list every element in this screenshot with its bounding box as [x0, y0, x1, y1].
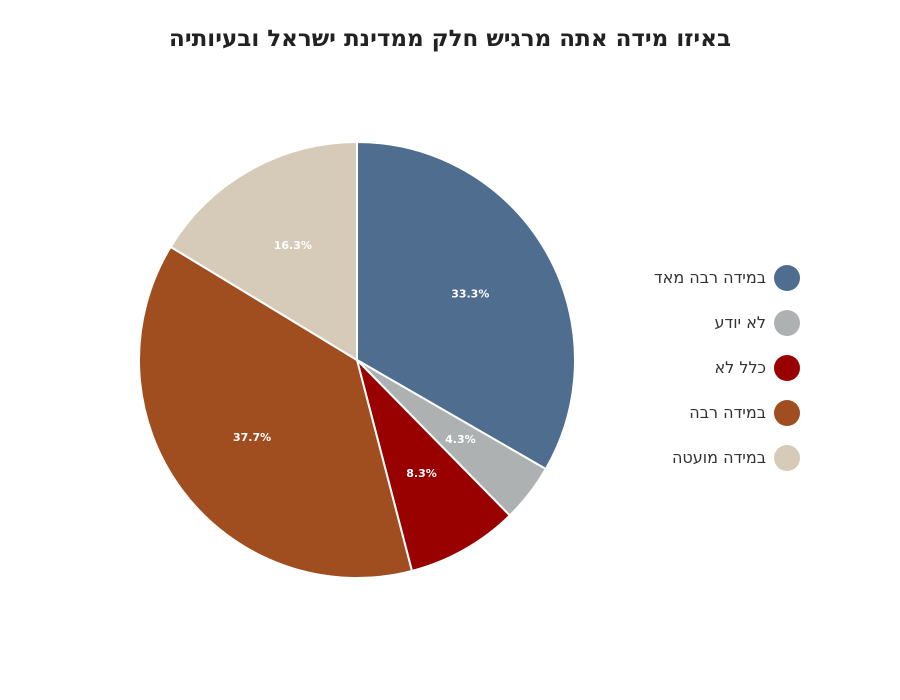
legend-swatch	[774, 399, 800, 426]
legend-label: לא יודע	[714, 313, 766, 332]
chart-legend: במידה רבה מאד לא יודע כלל לא במידה רבה במידה…	[580, 255, 800, 480]
legend-swatch	[774, 444, 800, 471]
slice-value-label-2: 8.3%	[406, 467, 437, 480]
chart-title: באיזו מידה אתה מרגיש חלק ממדינת ישראל וב…	[169, 26, 731, 52]
legend-label: במידה רבה	[689, 403, 766, 422]
pie-slice-2	[355, 356, 512, 573]
pie-slice-4	[169, 140, 358, 362]
slice-value-label-1: 4.3%	[445, 433, 476, 446]
legend-swatch	[774, 354, 800, 381]
legend-item-3: במידה רבה	[580, 390, 800, 435]
pie-slice-0	[356, 140, 576, 471]
legend-swatch	[774, 309, 800, 336]
slice-value-label-4: 16.3%	[274, 239, 312, 252]
pie-slice-3	[138, 245, 414, 579]
slice-value-label-3: 37.7%	[233, 431, 271, 444]
slice-value-label-0: 33.3%	[451, 288, 489, 301]
legend-item-1: לא יודע	[580, 300, 800, 345]
legend-label: במידה מועטה	[671, 448, 766, 467]
legend-item-0: במידה רבה מאד	[580, 255, 800, 300]
legend-item-2: כלל לא	[580, 345, 800, 390]
legend-label: כלל לא	[714, 358, 766, 377]
legend-label: במידה רבה מאד	[653, 268, 766, 287]
legend-swatch	[774, 264, 800, 291]
legend-item-4: במידה מועטה	[580, 435, 800, 480]
